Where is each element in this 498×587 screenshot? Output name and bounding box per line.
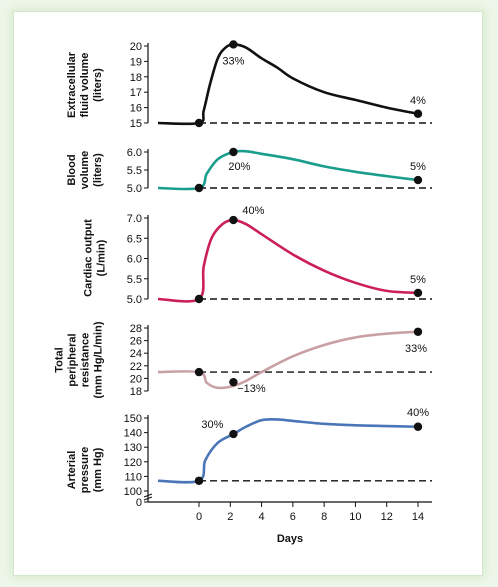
y-tick-label: 24 <box>130 348 142 360</box>
y-tick-label: 130 <box>124 442 142 454</box>
y-tick-label: 100 <box>124 486 142 498</box>
y-axis-label: Cardiac output(L/min) <box>83 219 108 297</box>
y-tick-label: 22 <box>130 361 142 373</box>
percent-change-label: 4% <box>410 95 426 107</box>
y-tick-label: 18 <box>130 72 142 84</box>
y-axis-label-line: (liters) <box>92 153 104 187</box>
percent-change-label: 30% <box>201 419 223 431</box>
data-point-marker <box>194 367 204 377</box>
y-tick-label: 19 <box>130 56 142 68</box>
y-axis-label-line: (liters) <box>92 68 104 102</box>
y-axis-label-line: volume <box>79 151 91 190</box>
y-tick-label: 110 <box>124 471 142 483</box>
percent-change-label: 5% <box>410 274 426 286</box>
percent-change-label: 40% <box>242 205 264 217</box>
y-tick-label: 7.0 <box>127 213 142 225</box>
data-point-marker <box>229 215 238 225</box>
y-tick-label: 150 <box>124 413 142 425</box>
y-tick-label: 28 <box>130 323 142 335</box>
y-tick-label: 17 <box>130 87 142 99</box>
x-tick-label: 12 <box>381 511 393 523</box>
y-axis-label: Arterialpressure(mm Hg) <box>66 447 104 493</box>
x-tick-label: 4 <box>259 511 265 523</box>
y-axis-label: Totalperipheralresistance(mm Hg/L/min) <box>54 321 105 398</box>
y-tick-label: 5.0 <box>127 183 142 195</box>
percent-change-label: 40% <box>407 407 429 419</box>
data-point-marker <box>413 109 423 118</box>
percent-change-label: 20% <box>228 161 250 173</box>
y-axis-label: Extracellularfluid volume(liters) <box>66 51 104 118</box>
y-axis-label-line: Extracellular <box>66 51 78 118</box>
y-tick-label: 120 <box>124 457 142 469</box>
y-tick-label: 5.5 <box>127 274 142 286</box>
axis-break-mark <box>143 496 153 501</box>
x-tick-label: 14 <box>412 511 424 523</box>
data-point-marker <box>194 294 204 304</box>
series-line <box>157 330 419 390</box>
data-point-marker <box>194 476 204 485</box>
x-tick-label: 2 <box>227 511 233 523</box>
y-tick-label: 0 <box>136 497 142 509</box>
y-axis-label-line: pressure <box>79 447 91 493</box>
y-axis-label-line: Arterial <box>66 451 78 490</box>
y-tick-label: 6.0 <box>127 254 142 266</box>
y-axis-label: Bloodvolume(liters) <box>66 151 104 190</box>
percent-change-label: 33% <box>222 55 244 67</box>
y-axis-label-line: fluid volume <box>79 53 91 118</box>
data-point-marker <box>229 147 238 157</box>
y-axis-label-line: Total <box>54 347 66 372</box>
data-point-marker <box>229 40 238 49</box>
y-tick-label: 26 <box>130 336 142 348</box>
percent-change-label: 5% <box>410 161 426 173</box>
y-axis-label-line: (L/min) <box>96 239 108 276</box>
data-point-marker <box>229 377 238 387</box>
x-tick-label: 10 <box>349 511 361 523</box>
y-tick-label: 140 <box>124 428 142 440</box>
y-tick-label: 6.0 <box>127 147 142 159</box>
y-tick-label: 15 <box>130 118 142 130</box>
data-point-marker <box>413 288 423 298</box>
data-point-marker <box>229 429 238 439</box>
y-tick-label: 5.5 <box>127 165 142 177</box>
x-axis-label: Days <box>277 533 303 545</box>
y-tick-label: 6.5 <box>127 233 142 245</box>
x-tick-label: 0 <box>196 511 202 523</box>
y-axis-label-line: Cardiac output <box>83 219 95 297</box>
y-axis-label-line: (mm Hg/L/min) <box>93 321 105 398</box>
y-axis-label-line: resistance <box>80 333 92 387</box>
y-tick-label: 5.0 <box>127 294 142 306</box>
percent-change-label: 33% <box>405 343 427 355</box>
y-tick-label: 20 <box>130 41 142 53</box>
x-tick-label: 6 <box>290 511 296 523</box>
data-point-marker <box>413 327 423 336</box>
series-line <box>157 218 419 303</box>
data-point-marker <box>413 175 423 185</box>
y-axis-label-line: Blood <box>66 154 78 185</box>
data-point-marker <box>194 118 204 128</box>
series-line <box>157 418 419 484</box>
x-tick-label: 8 <box>321 511 327 523</box>
series-line <box>157 43 419 126</box>
y-tick-label: 16 <box>130 103 142 115</box>
y-axis-label-line: (mm Hg) <box>92 447 104 492</box>
axis-break-mark <box>143 493 153 498</box>
data-point-marker <box>194 183 204 193</box>
series-line <box>157 149 419 191</box>
y-tick-label: 20 <box>130 373 142 385</box>
data-point-marker <box>413 422 423 431</box>
y-tick-label: 18 <box>130 386 142 398</box>
percent-change-label: −13% <box>237 383 266 395</box>
y-axis-label-line: peripheral <box>67 333 79 386</box>
